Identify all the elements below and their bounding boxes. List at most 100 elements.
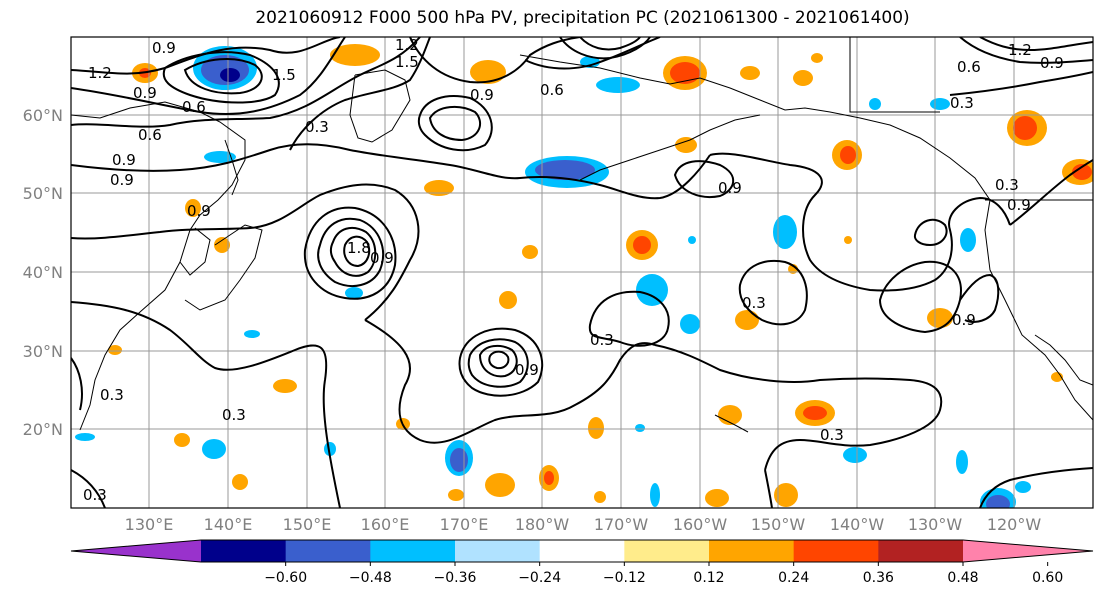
pv-contour	[738, 260, 808, 326]
pv-contour	[71, 301, 341, 508]
pv-contour	[913, 218, 948, 247]
precip-blob	[670, 62, 700, 84]
precip-blob	[688, 236, 696, 244]
lon-label: 130°W	[908, 515, 963, 534]
precip-blob	[499, 291, 517, 309]
colorbar-segment	[624, 540, 710, 562]
contour-label: 0.9	[718, 179, 742, 197]
precip-blob	[594, 491, 606, 503]
colorbar-tick-label: 0.36	[863, 570, 894, 586]
colorbar-tick-label: −0.48	[349, 570, 392, 586]
precip-blob	[869, 98, 881, 110]
pv-contour	[71, 183, 420, 321]
colorbar-segment	[709, 540, 795, 562]
precip-blob	[75, 433, 95, 441]
contour-label: 1.5	[395, 53, 419, 71]
lon-label: 130°E	[125, 515, 174, 534]
pv-contour	[71, 37, 421, 128]
colorbar-tick-label: −0.60	[264, 570, 307, 586]
pv-contour	[478, 344, 518, 378]
contour-label: 0.3	[590, 331, 614, 349]
coastline-hawaii	[714, 414, 749, 433]
pv-contour	[467, 338, 529, 388]
precip-blob	[773, 215, 797, 249]
precip-blob	[735, 310, 759, 330]
precip-blob	[635, 424, 645, 432]
contour-label: 0.9	[470, 86, 494, 104]
contour-label: 0.9	[1007, 196, 1031, 214]
contour-label: 0.3	[742, 294, 766, 312]
pv-contour	[343, 235, 371, 268]
contour-label: 0.9	[515, 361, 539, 379]
pv-contour	[364, 319, 656, 444]
colorbar-tick-label: −0.24	[518, 570, 561, 586]
precip-blob	[636, 274, 668, 306]
lon-label: 160°E	[361, 515, 410, 534]
pv-contour	[654, 344, 943, 471]
lon-label: 140°W	[830, 515, 885, 534]
precip-blob	[522, 245, 538, 259]
contour-label: 0.9	[370, 249, 394, 267]
pv-contour	[428, 105, 482, 142]
pv-contour	[289, 37, 431, 151]
precip-blob	[424, 180, 454, 196]
contour-label: 0.3	[995, 176, 1019, 194]
coastline-kamchatka	[349, 69, 411, 143]
contour-label: 0.9	[952, 311, 976, 329]
precip-blob	[1013, 116, 1037, 140]
gridlines	[71, 37, 1093, 508]
precip-blob	[214, 237, 230, 253]
contour-label: 0.9	[112, 151, 136, 169]
pv-contour	[1009, 159, 1093, 226]
pv-contour	[959, 37, 1093, 64]
pv-contour	[71, 143, 711, 200]
contour-label: 0.9	[152, 39, 176, 57]
precip-blob	[680, 314, 700, 334]
contour-label: 0.3	[820, 426, 844, 444]
precip-blob	[705, 489, 729, 507]
lat-label: 40°N	[23, 263, 63, 282]
precip-blob	[930, 98, 950, 110]
precip-blob	[740, 66, 760, 80]
precip-blob	[986, 495, 1010, 508]
colorbar-tick-label: 0.48	[947, 570, 978, 586]
colorbar: −0.60 −0.48 −0.36 −0.24 −0.12 0.12 0.24 0.36 0.4…	[70, 539, 1094, 586]
colorbar-segment	[878, 540, 964, 562]
coastline-sakhalin	[224, 139, 239, 196]
pv-contour	[949, 71, 1093, 96]
colorbar-tick-label: 0.24	[778, 570, 809, 586]
coastline-asia	[71, 101, 246, 431]
lon-label: 150°E	[283, 515, 332, 534]
coastline-aleutians	[579, 114, 761, 181]
precip-blob	[185, 199, 201, 217]
lon-label: 150°W	[751, 515, 806, 534]
lon-axis: 130°E 140°E 150°E 160°E 170°E 180°W 170°…	[125, 515, 1042, 534]
lon-label: 170°W	[594, 515, 649, 534]
lat-axis: 60°N 50°N 40°N 30°N 20°N	[23, 106, 63, 439]
precip-positive-areas	[108, 44, 1093, 507]
contour-label: 0.9	[187, 202, 211, 220]
pv-contour	[588, 290, 670, 347]
precip-blob	[470, 60, 506, 84]
precip-blob	[840, 146, 856, 164]
colorbar-tick-label: 0.60	[1032, 570, 1063, 586]
precip-blob	[232, 474, 248, 490]
precip-blob	[927, 308, 953, 328]
contour-label: 0.9	[110, 171, 134, 189]
colorbar-segment	[201, 540, 287, 562]
pv-contour	[71, 37, 346, 115]
pv-contour	[524, 37, 661, 70]
precip-blob	[774, 483, 798, 507]
pv-contour	[409, 37, 581, 84]
contour-label: 0.3	[950, 94, 974, 112]
contour-label: 0.6	[540, 81, 564, 99]
lon-label: 140°E	[204, 515, 253, 534]
precip-blob	[675, 137, 697, 153]
contour-label: 0.9	[1040, 54, 1064, 72]
colorbar-tick-label: −0.12	[603, 570, 646, 586]
colorbar-segment	[285, 540, 371, 562]
colorbar-segment	[539, 540, 625, 562]
pv-contour	[709, 152, 1011, 292]
contour-label: 0.3	[83, 486, 107, 504]
